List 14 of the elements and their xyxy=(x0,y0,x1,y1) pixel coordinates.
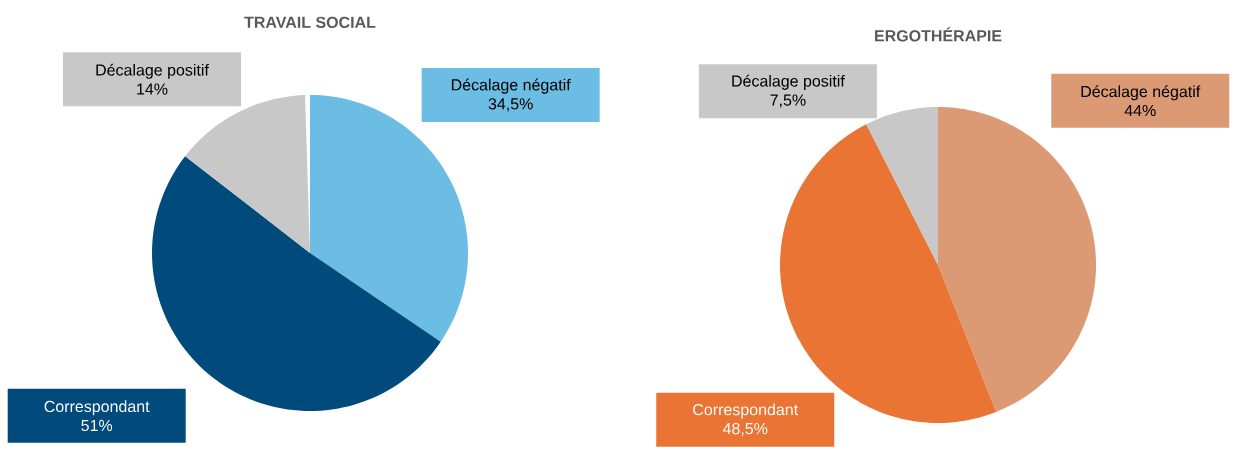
data-label: 7,5% xyxy=(770,94,806,108)
slice-label: Correspondant xyxy=(693,403,799,419)
slice-label: Décalage positif xyxy=(96,63,209,79)
data-label: 44% xyxy=(1124,104,1156,117)
data-label: 48,5% xyxy=(722,422,768,437)
data-label: 34,5% xyxy=(488,98,533,112)
slice-label: Décalage négatif xyxy=(1081,85,1201,101)
data-label: 14% xyxy=(137,83,168,95)
slice-label: Décalage positif xyxy=(732,74,845,90)
slice-label: Décalage négatif xyxy=(451,78,571,94)
data-label: 51% xyxy=(81,419,113,432)
slice-label: Correspondant xyxy=(44,400,150,416)
chart-title: ERGOTHÉRAPIE xyxy=(875,27,1002,42)
chart-title: TRAVAIL SOCIAL xyxy=(244,16,376,28)
